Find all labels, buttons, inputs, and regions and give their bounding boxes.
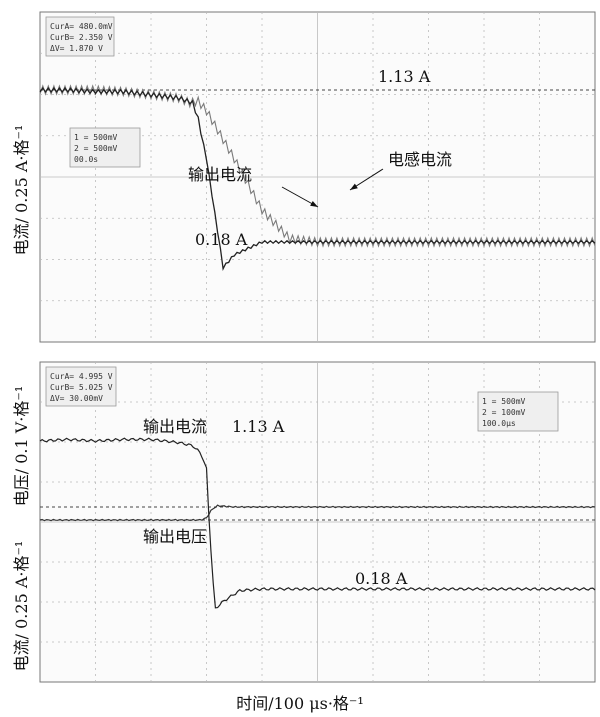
bottom-upper-ylabel: 电压/ 0.1 V·格⁻¹: [12, 385, 31, 507]
bottom-level-high-label: 1.13 A: [232, 417, 285, 436]
bottom-cursor-readout: CurA= 4.995 V CurB= 5.025 V ΔV= 30.00mV: [45, 366, 117, 407]
output-voltage-trace: [39, 504, 596, 522]
bottom-lower-ylabel: 电流/ 0.25 A·格⁻¹: [12, 540, 31, 672]
readout-line: 1 = 500mV: [74, 133, 118, 142]
readout-line: CurB= 5.025 V: [50, 383, 113, 392]
top-plot-grid: [39, 11, 596, 343]
bottom-output-voltage-label: 输出电压: [143, 527, 207, 546]
readout-line: 1 = 500mV: [482, 397, 526, 406]
bottom-output-current-label: 输出电流: [143, 417, 207, 436]
readout-line: 00.0s: [74, 155, 98, 164]
top-inductor-current-arrow-head: [350, 183, 358, 190]
readout-line: ΔV= 1.870 V: [50, 44, 103, 53]
readout-panel: [45, 16, 115, 57]
readout-line: CurA= 4.995 V: [50, 372, 113, 381]
top-ylabel: 电流/ 0.25 A·格⁻¹: [12, 124, 31, 256]
readout-line: 2 = 500mV: [74, 144, 118, 153]
output-current-trace-bottom: [39, 437, 596, 609]
readout-line: 2 = 100mV: [482, 408, 526, 417]
top-channel-readout: 1 = 500mV 2 = 500mV 00.0s: [69, 127, 141, 168]
readout-panel: [45, 366, 117, 407]
readout-line: CurA= 480.0mV: [50, 22, 113, 31]
readout-panel: [69, 127, 141, 168]
top-level-low-label: 0.18 A: [195, 230, 248, 249]
readout-line: 100.0μs: [482, 419, 516, 428]
readout-panel: [477, 391, 559, 432]
readout-line: CurB= 2.350 V: [50, 33, 113, 42]
top-output-current-label: 输出电流: [188, 165, 252, 184]
top-inductor-current-label: 电感电流: [388, 150, 452, 169]
top-level-high-label: 1.13 A: [378, 67, 431, 86]
readout-line: ΔV= 30.00mV: [50, 394, 103, 403]
top-cursor-readout: CurA= 480.0mV CurB= 2.350 V ΔV= 1.870 V: [45, 16, 115, 57]
bottom-level-low-label: 0.18 A: [355, 569, 408, 588]
bottom-channel-readout: 1 = 500mV 2 = 100mV 100.0μs: [477, 391, 559, 432]
x-axis-label: 时间/100 μs·格⁻¹: [236, 694, 364, 713]
output-current-trace-top: [39, 86, 596, 271]
top-output-current-arrow-head: [310, 200, 318, 207]
